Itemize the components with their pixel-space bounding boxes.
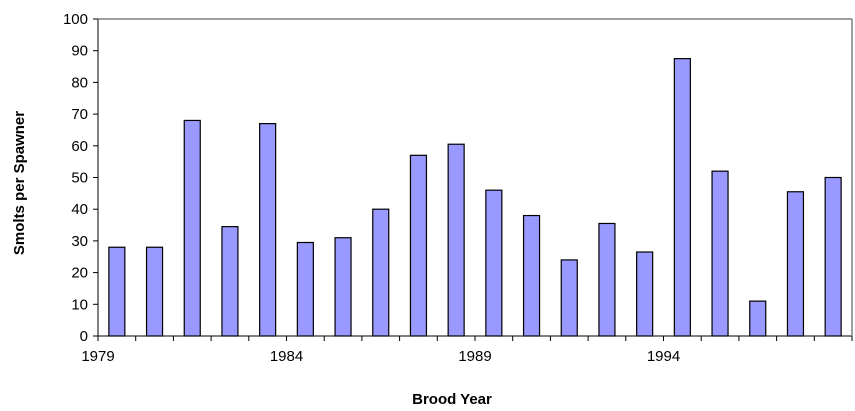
bar-1998 — [824, 176, 842, 337]
plot-frame — [97, 18, 853, 337]
bar-1981 — [183, 119, 201, 337]
y-tick-label: 20 — [71, 265, 88, 282]
bar-1993 — [636, 251, 654, 337]
bar-1987 — [409, 154, 428, 337]
y-tick-label: 10 — [71, 296, 88, 313]
bar-1997 — [786, 191, 805, 337]
bar-1983 — [259, 123, 277, 337]
bar-1994 — [673, 58, 691, 337]
x-axis-ticks: 1979 1984 1989 1994 — [81, 336, 853, 365]
y-tick-label: 70 — [71, 106, 88, 123]
bars-group — [108, 58, 842, 337]
bar-1989 — [485, 189, 503, 337]
x-tick-label: 1994 — [647, 348, 680, 365]
y-tick-label: 0 — [80, 328, 88, 345]
y-tick-label: 30 — [71, 233, 88, 250]
bar-1990 — [522, 214, 541, 337]
bar-1991 — [560, 259, 578, 337]
bar-1988 — [447, 143, 465, 337]
y-tick-label: 80 — [71, 74, 88, 91]
y-axis-title: Smolts per Spawner — [11, 111, 28, 255]
y-tick-label: 100 — [63, 11, 88, 28]
bar-1995 — [711, 170, 729, 337]
bar-1979 — [108, 246, 126, 337]
y-tick-label: 40 — [71, 201, 88, 218]
y-tick-label: 90 — [71, 43, 88, 60]
bar-1985 — [334, 237, 352, 337]
x-axis-title: Brood Year — [412, 391, 492, 408]
bar-1984 — [296, 241, 314, 337]
y-tick-label: 50 — [71, 170, 88, 187]
x-tick-label: 1979 — [81, 348, 114, 365]
y-axis-ticks: 0 10 20 30 40 50 60 70 80 90 100 — [63, 11, 98, 345]
x-tick-label: 1984 — [270, 348, 303, 365]
bar-1982 — [221, 226, 239, 337]
bar-1996 — [749, 300, 767, 337]
x-tick-label: 1989 — [458, 348, 491, 365]
y-tick-label: 60 — [71, 138, 88, 155]
bar-1980 — [145, 246, 164, 337]
bar-1986 — [372, 208, 390, 337]
bar-1992 — [598, 222, 616, 337]
